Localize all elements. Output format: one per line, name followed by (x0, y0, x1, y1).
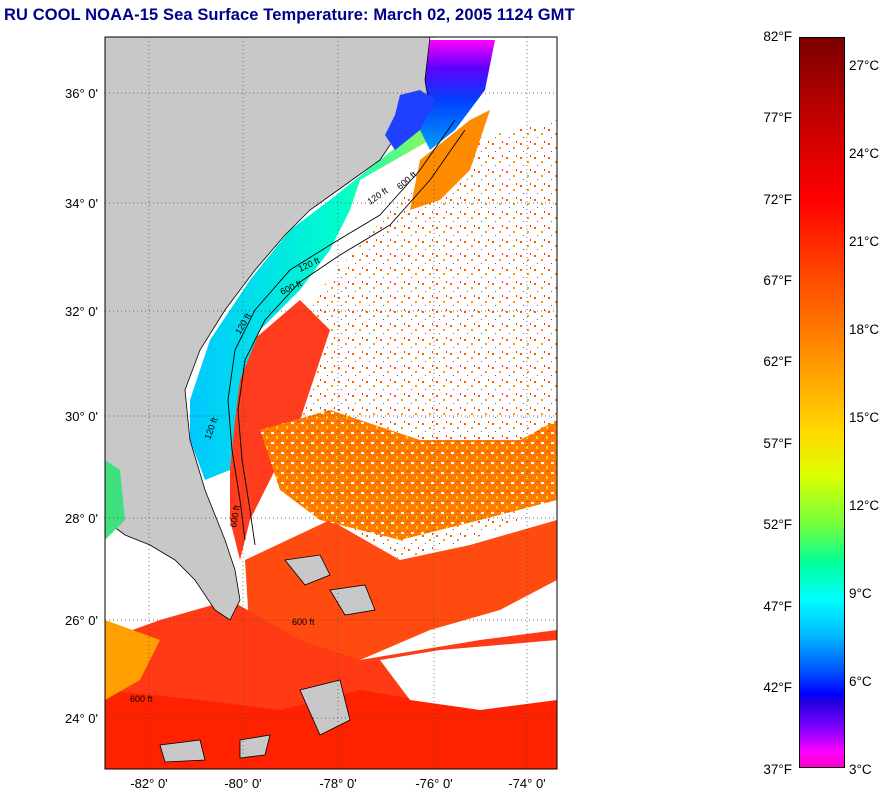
celsius-label: 6°C (849, 674, 872, 689)
map-frame (104, 36, 558, 770)
fahrenheit-label: 52°F (763, 517, 792, 532)
lon-tick-label: -74° 0' (508, 776, 545, 791)
fahrenheit-label: 82°F (763, 29, 792, 44)
map-title: RU COOL NOAA-15 Sea Surface Temperature:… (4, 6, 575, 24)
lat-tick-label: 28° 0' (65, 511, 98, 526)
fahrenheit-label: 77°F (763, 110, 792, 125)
lon-tick-label: -76° 0' (415, 776, 452, 791)
fahrenheit-label: 57°F (763, 436, 792, 451)
celsius-label: 21°C (849, 234, 880, 249)
lat-tick-label: 36° 0' (65, 86, 98, 101)
celsius-label: 27°C (849, 58, 880, 73)
celsius-label: 18°C (849, 322, 880, 337)
lat-tick-label: 30° 0' (65, 409, 98, 424)
celsius-label: 12°C (849, 498, 880, 513)
fahrenheit-label: 37°F (763, 762, 792, 777)
lon-tick-label: -78° 0' (319, 776, 356, 791)
contour-label: 600 ft (292, 617, 315, 627)
fahrenheit-label: 67°F (763, 273, 792, 288)
lat-tick-label: 32° 0' (65, 304, 98, 319)
celsius-label: 24°C (849, 146, 880, 161)
temperature-colorbar (799, 37, 845, 768)
contour-label: 600 ft (228, 504, 242, 528)
longitude-axis: -82° 0' -80° 0' -78° 0' -76° 0' -74° 0' (130, 776, 545, 791)
lat-tick-label: 24° 0' (65, 711, 98, 726)
fahrenheit-label: 42°F (763, 680, 792, 695)
lon-tick-label: -82° 0' (130, 776, 167, 791)
celsius-label: 3°C (849, 762, 872, 777)
celsius-label: 15°C (849, 410, 880, 425)
fahrenheit-label: 62°F (763, 354, 792, 369)
contour-label: 600 ft (130, 694, 153, 704)
fahrenheit-label: 47°F (763, 599, 792, 614)
lat-tick-label: 26° 0' (65, 613, 98, 628)
fahrenheit-label: 72°F (763, 192, 792, 207)
latitude-axis: 36° 0' 34° 0' 32° 0' 30° 0' 28° 0' 26° 0… (65, 86, 98, 726)
sst-map: 120 ft 600 ft 120 ft 600 ft 120 ft 600 f… (65, 36, 558, 791)
celsius-label: 9°C (849, 586, 872, 601)
lon-tick-label: -80° 0' (224, 776, 261, 791)
lat-tick-label: 34° 0' (65, 196, 98, 211)
